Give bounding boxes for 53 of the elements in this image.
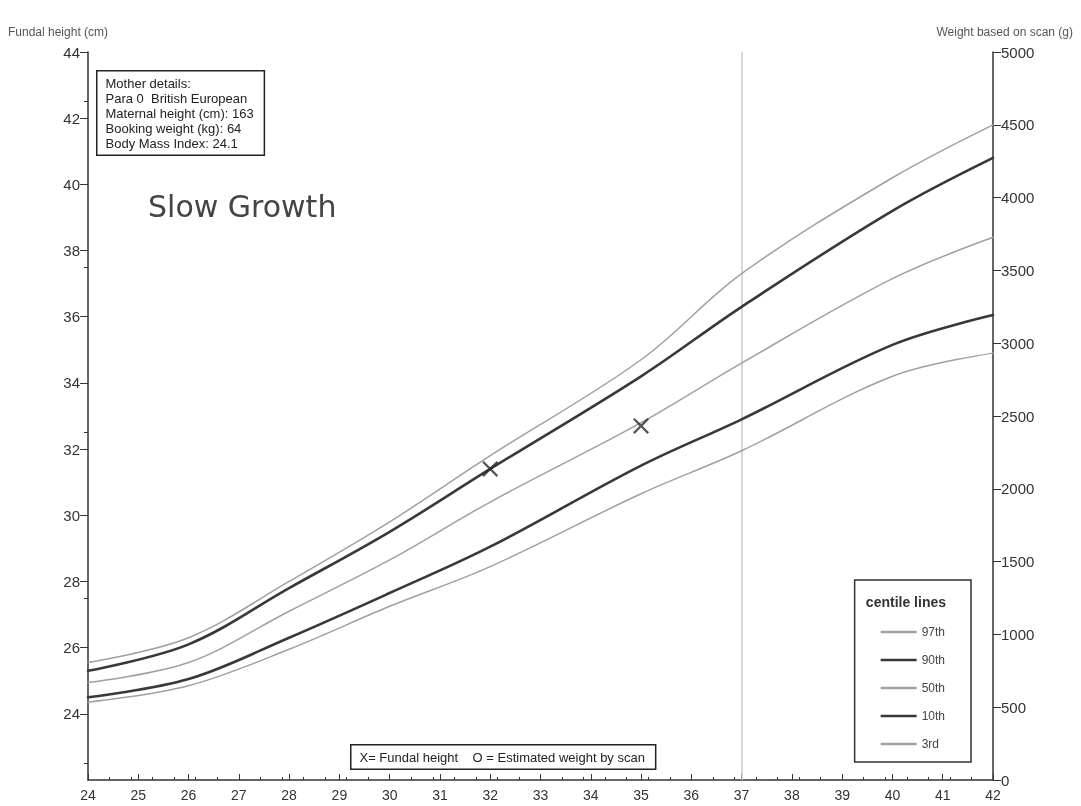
x-tick-label: 32 (482, 787, 499, 803)
y2-tick-label: 1000 (1001, 625, 1035, 643)
y2-tick-label: 3500 (1001, 261, 1035, 279)
y2-tick-label: 4000 (1001, 189, 1035, 207)
y2-tick-label: 1500 (1001, 553, 1035, 571)
x-tick-label: 42 (985, 787, 1001, 803)
x-tick-label: 33 (532, 787, 549, 803)
y-tick-label: 26 (63, 639, 80, 657)
x-tick-label: 28 (281, 787, 298, 803)
y2-tick-label: 4500 (1001, 116, 1035, 134)
y2-tick-label: 5000 (1001, 43, 1035, 61)
y-axis-title: Fundal height (cm) (8, 25, 109, 39)
x-tick-label: 31 (432, 787, 448, 803)
legend-title: centile lines (865, 594, 947, 610)
y-tick-label: 30 (63, 506, 80, 524)
annotation: Mother details: Para 0 British European Maternal height (cm): 163 Booking weight (kg): 64 Body Mass Index: 24.1 (105, 75, 254, 151)
x-tick-label: 41 (934, 787, 951, 803)
x-tick-label: 35 (633, 787, 650, 803)
y2-tick-label: 500 (1001, 698, 1027, 716)
y-tick-label: 34 (63, 374, 80, 392)
legend-label: 90th (921, 653, 945, 667)
x-tick-label: 37 (733, 787, 750, 803)
x-tick-label: 30 (381, 787, 398, 803)
y-tick-label: 44 (63, 43, 80, 61)
x-tick-label: 25 (130, 787, 147, 803)
y2-tick-label: 3000 (1001, 334, 1035, 352)
legend-label: 3rd (921, 737, 939, 751)
x-tick-label: 24 (80, 787, 96, 803)
y-tick-label: 42 (63, 109, 80, 127)
y2-tick-label: 2000 (1001, 480, 1035, 498)
x-tick-label: 38 (784, 787, 800, 803)
y-tick-label: 24 (63, 705, 80, 723)
x-tick-label: 26 (180, 787, 197, 803)
annotation: Slow Growth (148, 188, 337, 224)
x-tick-label: 34 (582, 787, 599, 803)
y2-tick-label: 2500 (1001, 407, 1035, 425)
y2-axis-title: Weight based on scan (g) (936, 25, 1073, 39)
x-tick-label: 27 (231, 787, 247, 803)
legend-label: 10th (921, 709, 945, 723)
legend-label: 97th (921, 625, 945, 639)
y2-tick-label: 0 (1001, 771, 1010, 789)
y-tick-label: 40 (63, 175, 80, 193)
y-tick-label: 28 (63, 572, 80, 590)
x-tick-label: 40 (884, 787, 901, 803)
y-tick-label: 32 (63, 440, 80, 458)
line-series (87, 236, 994, 684)
annotation: X= Fundal height O = Estimated weight by scan (359, 749, 645, 765)
x-tick-label: 36 (683, 787, 700, 803)
y-tick-label: 36 (63, 308, 80, 326)
x-tick-label: 29 (331, 787, 348, 803)
legend-label: 50th (921, 681, 945, 695)
y-tick-label: 38 (63, 242, 80, 260)
x-tick-label: 39 (834, 787, 851, 803)
